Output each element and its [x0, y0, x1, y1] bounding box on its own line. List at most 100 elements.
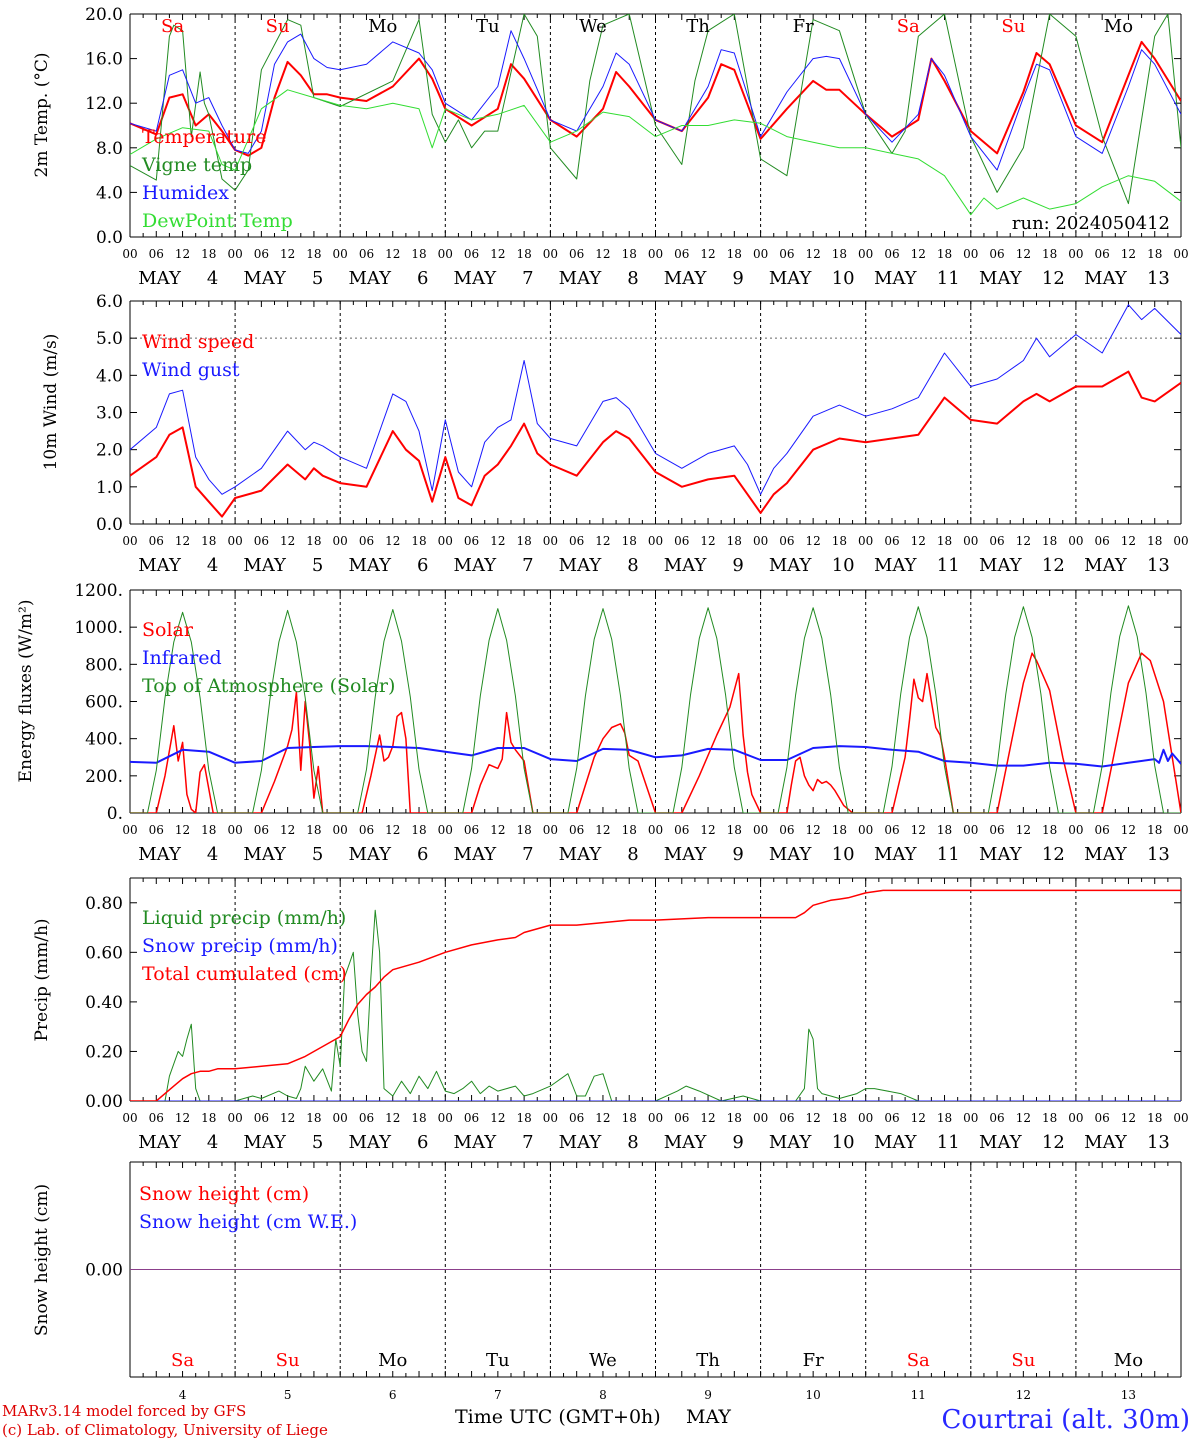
hour-tick-label: 12 — [595, 247, 610, 261]
credit-model: MARv3.14 model forced by GFS — [2, 1402, 246, 1420]
date-day-label: 10 — [832, 268, 855, 289]
panel-precip: 0.00 0.20 0.40 0.60 0.80 Precip (mm/h) 00 06 12 1… — [32, 877, 1189, 1153]
hour-tick-label: 06 — [1095, 823, 1110, 837]
hour-tick-label: 12 — [175, 247, 190, 261]
hour-tick-label: 18 — [937, 534, 952, 548]
hour-tick-label: 06 — [149, 823, 164, 837]
day-abbr-top: Sa — [897, 16, 920, 37]
hour-tick-label: 18 — [411, 247, 426, 261]
date-month-label: MAY — [664, 555, 708, 576]
day-abbr-top: Su — [1001, 16, 1025, 37]
hour-tick-label: 12 — [280, 1111, 295, 1125]
series-line-3 — [130, 605, 1181, 813]
hour-tick-label: 18 — [1147, 823, 1162, 837]
hour-tick-label: 06 — [989, 534, 1004, 548]
hour-tick-label: 00 — [648, 534, 663, 548]
hour-tick-label: 18 — [1042, 247, 1057, 261]
hour-tick-label: 12 — [1016, 1111, 1031, 1125]
date-day-label: 8 — [627, 555, 638, 576]
date-month-label: MAY — [243, 555, 287, 576]
date-month-label: MAY — [559, 268, 603, 289]
hour-tick-label: 18 — [1042, 534, 1057, 548]
hour-tick-label: 00 — [1173, 823, 1188, 837]
hour-tick-label: 18 — [306, 247, 321, 261]
date-month-label: MAY — [1084, 555, 1128, 576]
date-month-label: MAY — [348, 268, 392, 289]
hour-tick-label: 18 — [306, 534, 321, 548]
series-line-3 — [130, 889, 1181, 1101]
hour-tick-label: 00 — [333, 247, 348, 261]
hour-tick-label: 18 — [201, 1111, 216, 1125]
series-line-1 — [130, 909, 1181, 1101]
hour-tick-label: 00 — [122, 534, 137, 548]
date-month-label: MAY — [348, 555, 392, 576]
hour-tick-label: 06 — [674, 534, 689, 548]
hour-tick-label: 06 — [884, 534, 899, 548]
hour-tick-label: 06 — [1095, 1111, 1110, 1125]
bottom-date-label: 7 — [494, 1388, 502, 1402]
y-tick-label: 8.0 — [96, 139, 123, 159]
hour-tick-label: 00 — [543, 247, 558, 261]
hour-tick-label: 12 — [280, 247, 295, 261]
hour-tick-label: 12 — [806, 534, 821, 548]
series-line-1 — [130, 370, 1181, 518]
hour-tick-label: 12 — [911, 247, 926, 261]
day-abbr-top: Tu — [476, 16, 500, 37]
hour-tick-label: 18 — [832, 1111, 847, 1125]
hour-tick-label: 18 — [727, 534, 742, 548]
hour-tick-label: 00 — [438, 534, 453, 548]
hour-tick-label: 18 — [306, 823, 321, 837]
bottom-date-label: 9 — [704, 1388, 712, 1402]
hour-tick-label: 00 — [122, 1111, 137, 1125]
hour-tick-label: 18 — [727, 1111, 742, 1125]
legend-entry: DewPoint Temp — [142, 210, 293, 232]
date-month-label: MAY — [664, 1132, 708, 1153]
hour-tick-label: 18 — [832, 534, 847, 548]
hour-tick-label: 18 — [622, 534, 637, 548]
hour-tick-label: 12 — [1121, 1111, 1136, 1125]
date-day-label: 5 — [312, 1132, 323, 1153]
hour-tick-label: 06 — [464, 534, 479, 548]
date-day-label: 4 — [207, 1132, 218, 1153]
hour-tick-label: 06 — [989, 1111, 1004, 1125]
hour-tick-label: 12 — [385, 247, 400, 261]
hour-tick-label: 06 — [149, 1111, 164, 1125]
hour-tick-label: 18 — [411, 534, 426, 548]
y-tick-label: 1200. — [74, 581, 123, 601]
hour-tick-label: 12 — [1016, 247, 1031, 261]
hour-tick-label: 00 — [543, 534, 558, 548]
hour-tick-label: 00 — [227, 534, 242, 548]
date-month-label: MAY — [1084, 844, 1128, 865]
hour-tick-label: 00 — [753, 1111, 768, 1125]
panel-wind: 0.0 1.0 2.0 3.0 4.0 5.0 6.0 10m Wind (m/s) 00 06 1… — [41, 292, 1189, 576]
hour-tick-label: 12 — [595, 534, 610, 548]
date-month-label: MAY — [979, 844, 1023, 865]
day-abbr-bottom: Mo — [1114, 1350, 1143, 1371]
y-tick-label: 0. — [107, 804, 123, 824]
legend-entry: Snow precip (mm/h) — [142, 935, 338, 957]
date-month-label: MAY — [454, 268, 498, 289]
y-tick-label: 600. — [85, 693, 123, 713]
legend-entry: Infrared — [142, 647, 222, 669]
bottom-date-label: 10 — [806, 1388, 821, 1402]
hour-tick-label: 06 — [884, 1111, 899, 1125]
date-month-label: MAY — [979, 268, 1023, 289]
y-axis-label: Precip (mm/h) — [32, 918, 52, 1041]
hour-tick-label: 18 — [937, 823, 952, 837]
hour-tick-label: 18 — [411, 1111, 426, 1125]
hour-tick-label: 06 — [674, 1111, 689, 1125]
y-tick-label: 20.0 — [85, 5, 123, 25]
date-month-label: MAY — [454, 844, 498, 865]
hour-tick-label: 12 — [700, 247, 715, 261]
day-abbr-bottom: Fr — [803, 1350, 824, 1371]
hour-tick-label: 12 — [1121, 534, 1136, 548]
hour-tick-label: 12 — [385, 534, 400, 548]
hour-tick-label: 06 — [884, 823, 899, 837]
day-abbr-top: Su — [266, 16, 290, 37]
day-abbr-top: Th — [686, 16, 710, 37]
date-month-label: MAY — [1084, 268, 1128, 289]
hour-tick-label: 12 — [490, 534, 505, 548]
y-tick-label: 0.0 — [96, 228, 123, 248]
day-abbr-bottom: We — [589, 1350, 617, 1371]
hour-tick-label: 00 — [753, 247, 768, 261]
